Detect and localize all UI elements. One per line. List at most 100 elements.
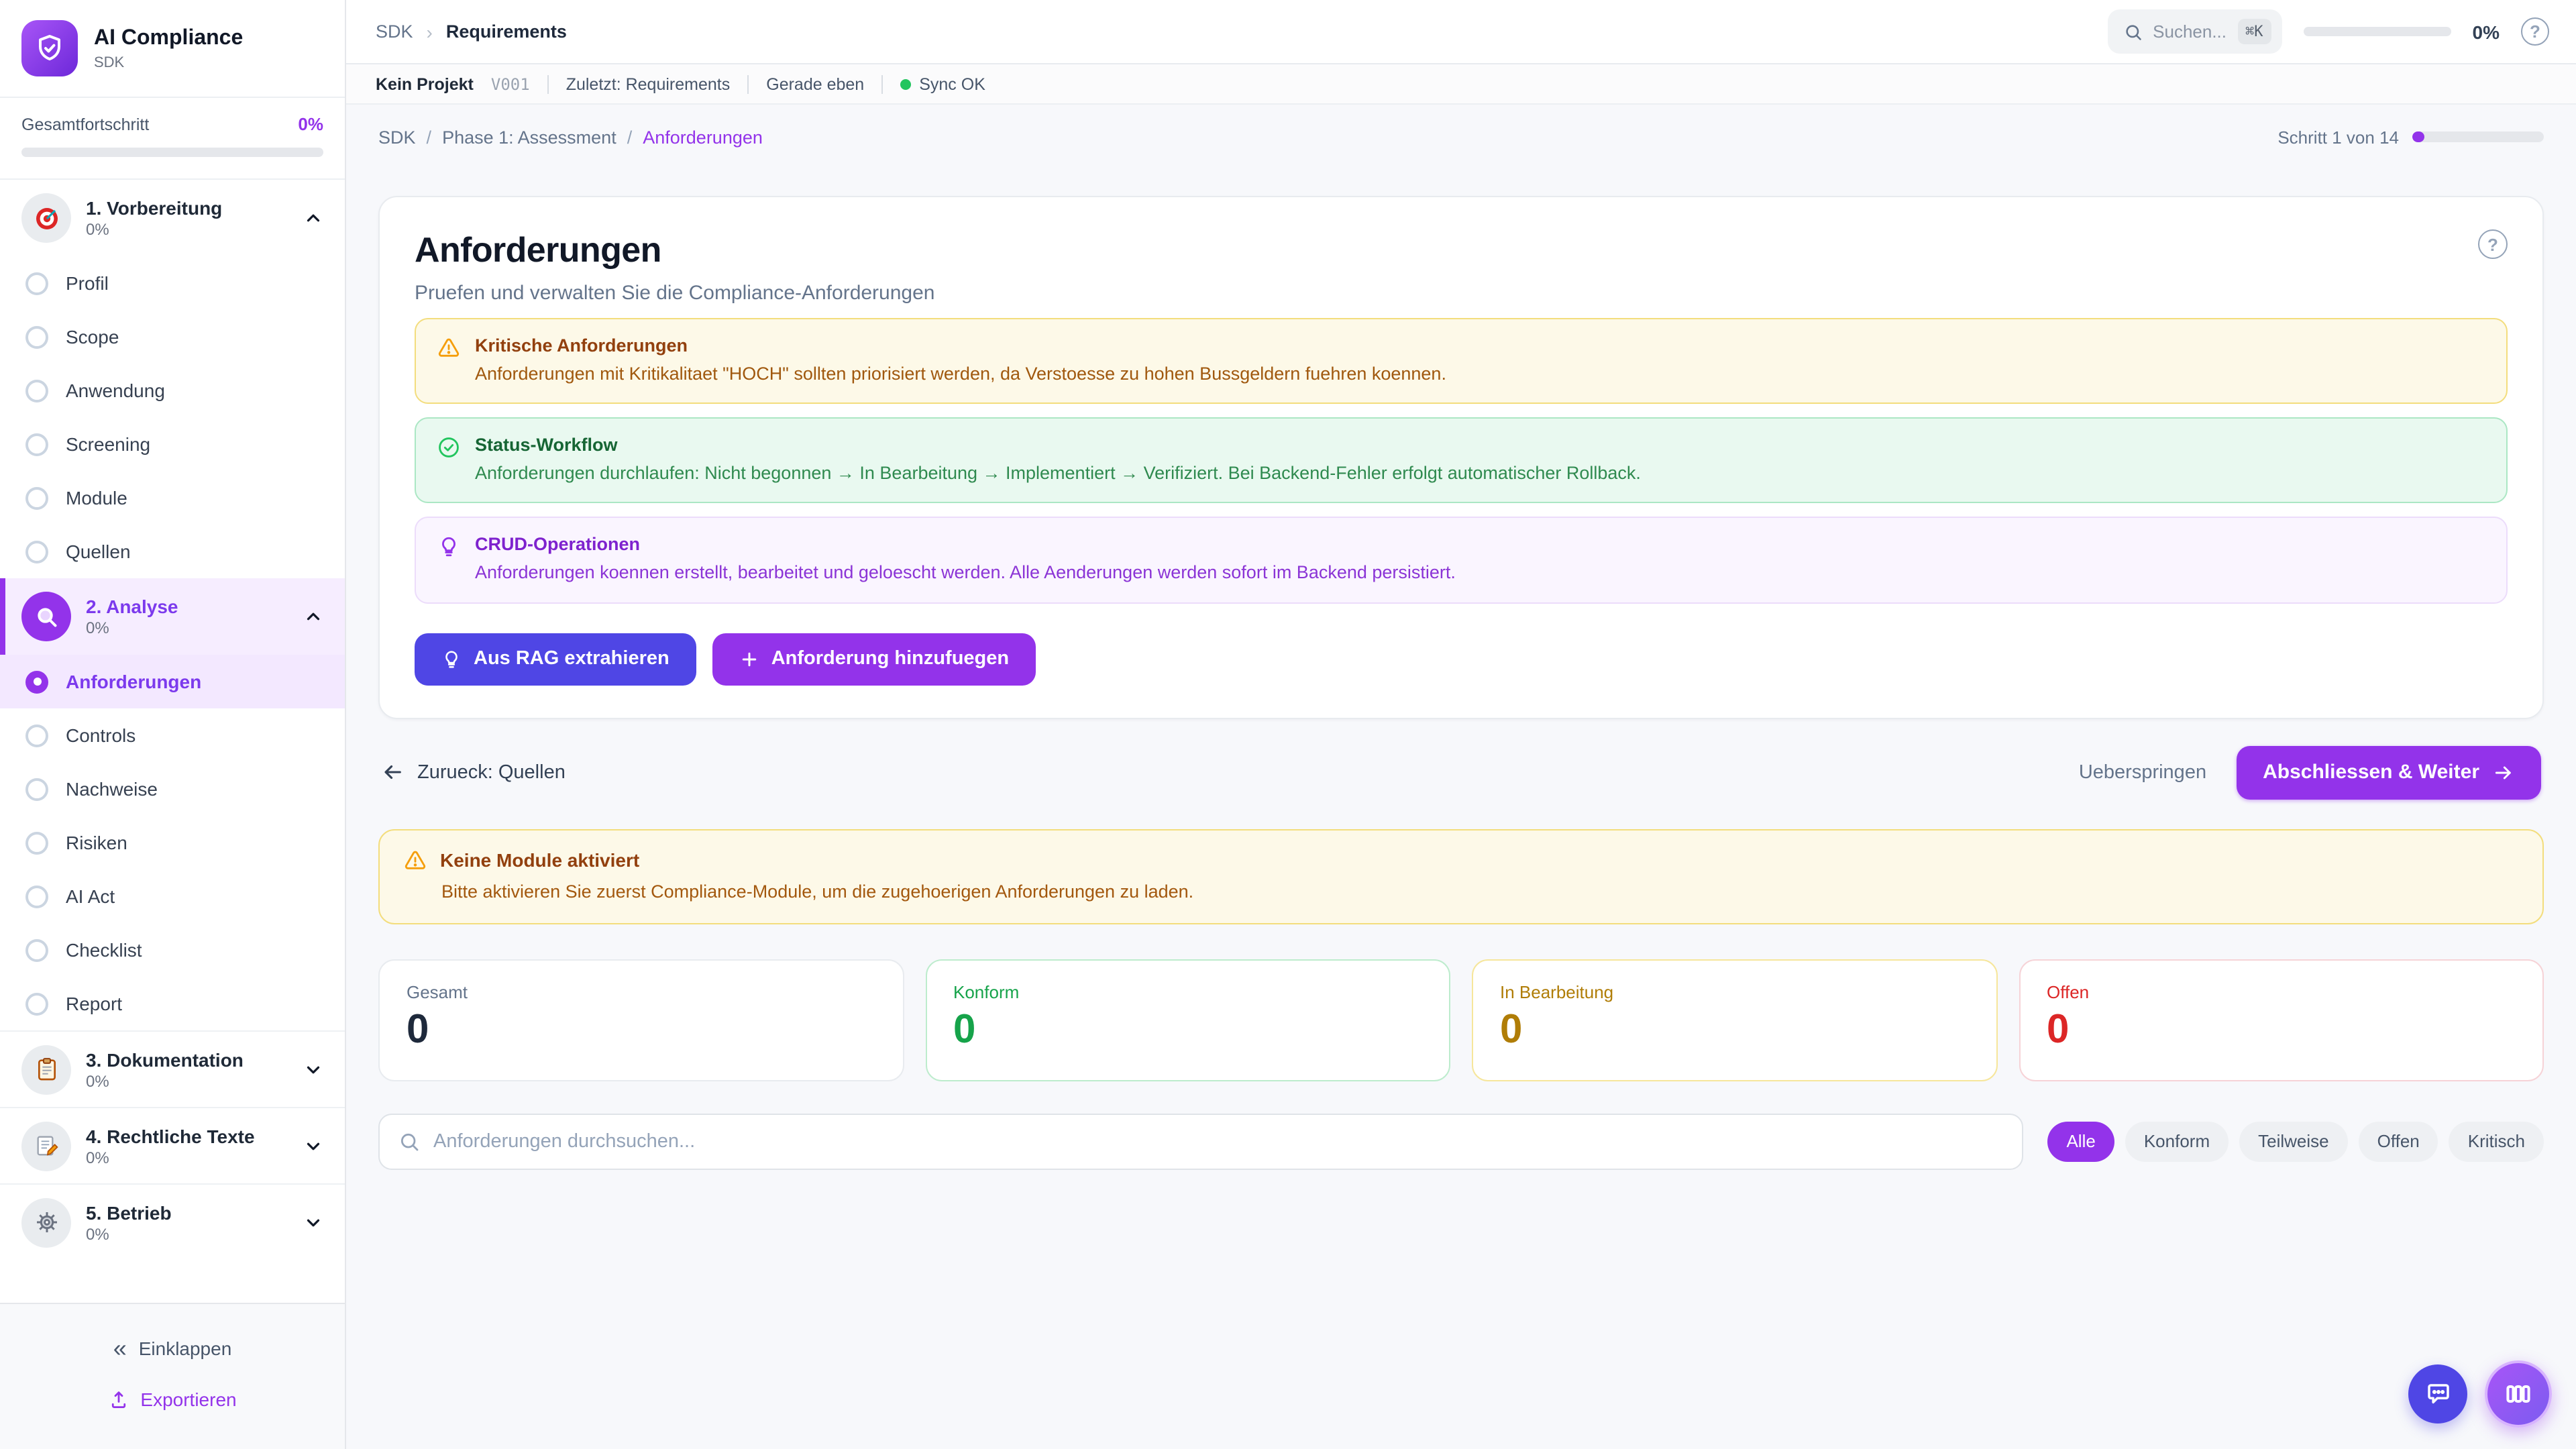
warning-triangle-icon: [438, 338, 460, 357]
page-subtitle: Pruefen und verwalten Sie die Compliance…: [415, 282, 935, 305]
info-body: Anforderungen koennen erstellt, bearbeit…: [475, 562, 1456, 583]
last-saved-time: Gerade eben: [766, 74, 865, 93]
stat-label: In Bearbeitung: [1500, 981, 1614, 1002]
sidebar-item-screening[interactable]: Screening: [0, 417, 345, 471]
sidebar-item-anforderungen[interactable]: Anforderungen: [0, 655, 345, 708]
filter-chip-offen[interactable]: Offen: [2358, 1121, 2438, 1162]
filter-chip-alle[interactable]: Alle: [2047, 1121, 2114, 1162]
skip-button[interactable]: Ueberspringen: [2078, 761, 2207, 784]
requirements-card: Anforderungen ? Pruefen und verwalten Si…: [378, 196, 2544, 719]
sidebar-section-vorbereitung[interactable]: 1. Vorbereitung 0%: [0, 180, 345, 256]
export-button[interactable]: Exportieren: [0, 1374, 345, 1425]
last-step-label: Zuletzt: Requirements: [566, 74, 731, 93]
chat-assistant-button[interactable]: [2408, 1364, 2467, 1424]
sidebar-section-dokumentation[interactable]: 3. Dokumentation 0%: [0, 1030, 345, 1107]
overall-progress-value: 0%: [298, 114, 323, 134]
chevron-up-icon: [307, 214, 320, 222]
sidebar-item-controls[interactable]: Controls: [0, 708, 345, 762]
nav-item-label: Anwendung: [66, 380, 165, 401]
sidebar-item-quellen[interactable]: Quellen: [0, 525, 345, 578]
step-progress-bar: [2412, 131, 2544, 142]
clipboard-icon: [21, 1044, 71, 1094]
nav-item-label: Screening: [66, 433, 151, 455]
info-title: Status-Workflow: [475, 435, 618, 455]
plus-icon: [742, 652, 756, 666]
help-icon[interactable]: ?: [2521, 17, 2549, 46]
info-box-critical: Kritische Anforderungen Anforderungen mi…: [415, 318, 2508, 405]
target-icon: [21, 193, 71, 243]
shield-check-icon: [39, 35, 60, 60]
filter-chip-teilweise[interactable]: Teilweise: [2239, 1121, 2348, 1162]
breadcrumb-root[interactable]: SDK: [376, 21, 413, 42]
sidebar-item-nachweise[interactable]: Nachweise: [0, 762, 345, 816]
sidebar-item-module[interactable]: Module: [0, 471, 345, 525]
nav-item-label: Quellen: [66, 541, 131, 562]
sidebar: AI Compliance SDK Gesamtfortschritt 0% 1…: [0, 0, 346, 1449]
global-search-placeholder: Suchen...: [2153, 21, 2227, 42]
filter-chip-kritisch[interactable]: Kritisch: [2449, 1121, 2544, 1162]
card-help-icon[interactable]: ?: [2478, 229, 2508, 259]
sidebar-nav: 1. Vorbereitung 0% Profil Scope Anwendun…: [0, 180, 345, 1303]
stat-label: Gesamt: [407, 981, 468, 1002]
top-header: SDK › Requirements Suchen... ⌘K 0% ?: [346, 0, 2576, 64]
requirements-search-input[interactable]: [433, 1130, 2003, 1152]
filter-chip-konform[interactable]: Konform: [2125, 1121, 2229, 1162]
sidebar-item-anwendung[interactable]: Anwendung: [0, 364, 345, 417]
nav-item-label: Scope: [66, 326, 119, 347]
page-crumb-sdk[interactable]: SDK: [378, 127, 416, 147]
kanban-board-button[interactable]: [2485, 1360, 2552, 1428]
next-button-label: Abschliessen & Weiter: [2263, 761, 2479, 784]
stat-label: Konform: [953, 981, 1020, 1002]
stat-value: 0: [1500, 1007, 1523, 1052]
stat-value: 0: [407, 1007, 429, 1052]
sidebar-item-checklist[interactable]: Checklist: [0, 923, 345, 977]
memo-icon: [21, 1121, 71, 1171]
nav-item-label: Module: [66, 487, 127, 508]
app-title: AI Compliance: [94, 27, 244, 50]
radio-circle-icon: [25, 325, 48, 348]
page-crumb-phase[interactable]: Phase 1: Assessment: [442, 127, 616, 147]
radio-circle-icon: [25, 777, 48, 800]
global-search-button[interactable]: Suchen... ⌘K: [2107, 9, 2282, 54]
section-progress: 0%: [86, 1071, 109, 1090]
back-button[interactable]: Zurueck: Quellen: [381, 761, 566, 784]
project-name: Kein Projekt: [376, 74, 474, 93]
radio-circle-icon: [25, 885, 48, 908]
export-label: Exportieren: [140, 1389, 237, 1410]
check-circle-icon: [439, 437, 459, 458]
warning-triangle-icon: [405, 850, 426, 869]
sidebar-section-rechtliche-texte[interactable]: 4. Rechtliche Texte 0%: [0, 1107, 345, 1183]
filter-chips: Alle Konform Teilweise Offen Kritisch: [2047, 1121, 2544, 1162]
complete-and-next-button[interactable]: Abschliessen & Weiter: [2236, 745, 2541, 800]
shortcut-badge: ⌘K: [2237, 19, 2271, 44]
breadcrumb-separator: /: [627, 127, 633, 147]
search-icon: [400, 1133, 419, 1150]
divider: [747, 74, 749, 93]
info-body: Anforderungen durchlaufen: Nicht begonne…: [475, 463, 1641, 484]
chevron-right-icon: ›: [426, 21, 433, 42]
wizard-navigation: Zurueck: Quellen Ueberspringen Abschlies…: [378, 745, 2544, 800]
warning-body: Bitte aktivieren Sie zuerst Compliance-M…: [441, 881, 1194, 902]
nav-item-label: Profil: [66, 272, 109, 294]
sidebar-section-analyse[interactable]: 2. Analyse 0%: [0, 578, 345, 655]
search-icon: [2125, 24, 2141, 40]
sidebar-item-report[interactable]: Report: [0, 977, 345, 1030]
sidebar-item-ai-act[interactable]: AI Act: [0, 869, 345, 923]
page-title: Anforderungen: [415, 229, 661, 270]
sidebar-item-scope[interactable]: Scope: [0, 310, 345, 364]
app-subtitle: SDK: [94, 54, 125, 71]
extract-from-rag-button[interactable]: Aus RAG extrahieren: [415, 633, 696, 686]
add-requirement-button[interactable]: Anforderung hinzufuegen: [712, 633, 1036, 686]
sidebar-item-profil[interactable]: Profil: [0, 256, 345, 310]
chat-bubble-icon: [2427, 1383, 2449, 1403]
project-statusbar: Kein Projekt V001 Zuletzt: Requirements …: [346, 64, 2576, 105]
requirements-search: [378, 1113, 2023, 1170]
breadcrumb-separator: /: [426, 127, 432, 147]
collapse-sidebar-button[interactable]: « Einklappen: [0, 1323, 345, 1374]
sidebar-item-risiken[interactable]: Risiken: [0, 816, 345, 869]
stat-card-gesamt: Gesamt 0: [378, 959, 904, 1081]
sidebar-section-betrieb[interactable]: 5. Betrieb 0%: [0, 1183, 345, 1260]
nav-item-label: Risiken: [66, 832, 127, 853]
divider: [881, 74, 883, 93]
floating-buttons: [2408, 1360, 2552, 1428]
